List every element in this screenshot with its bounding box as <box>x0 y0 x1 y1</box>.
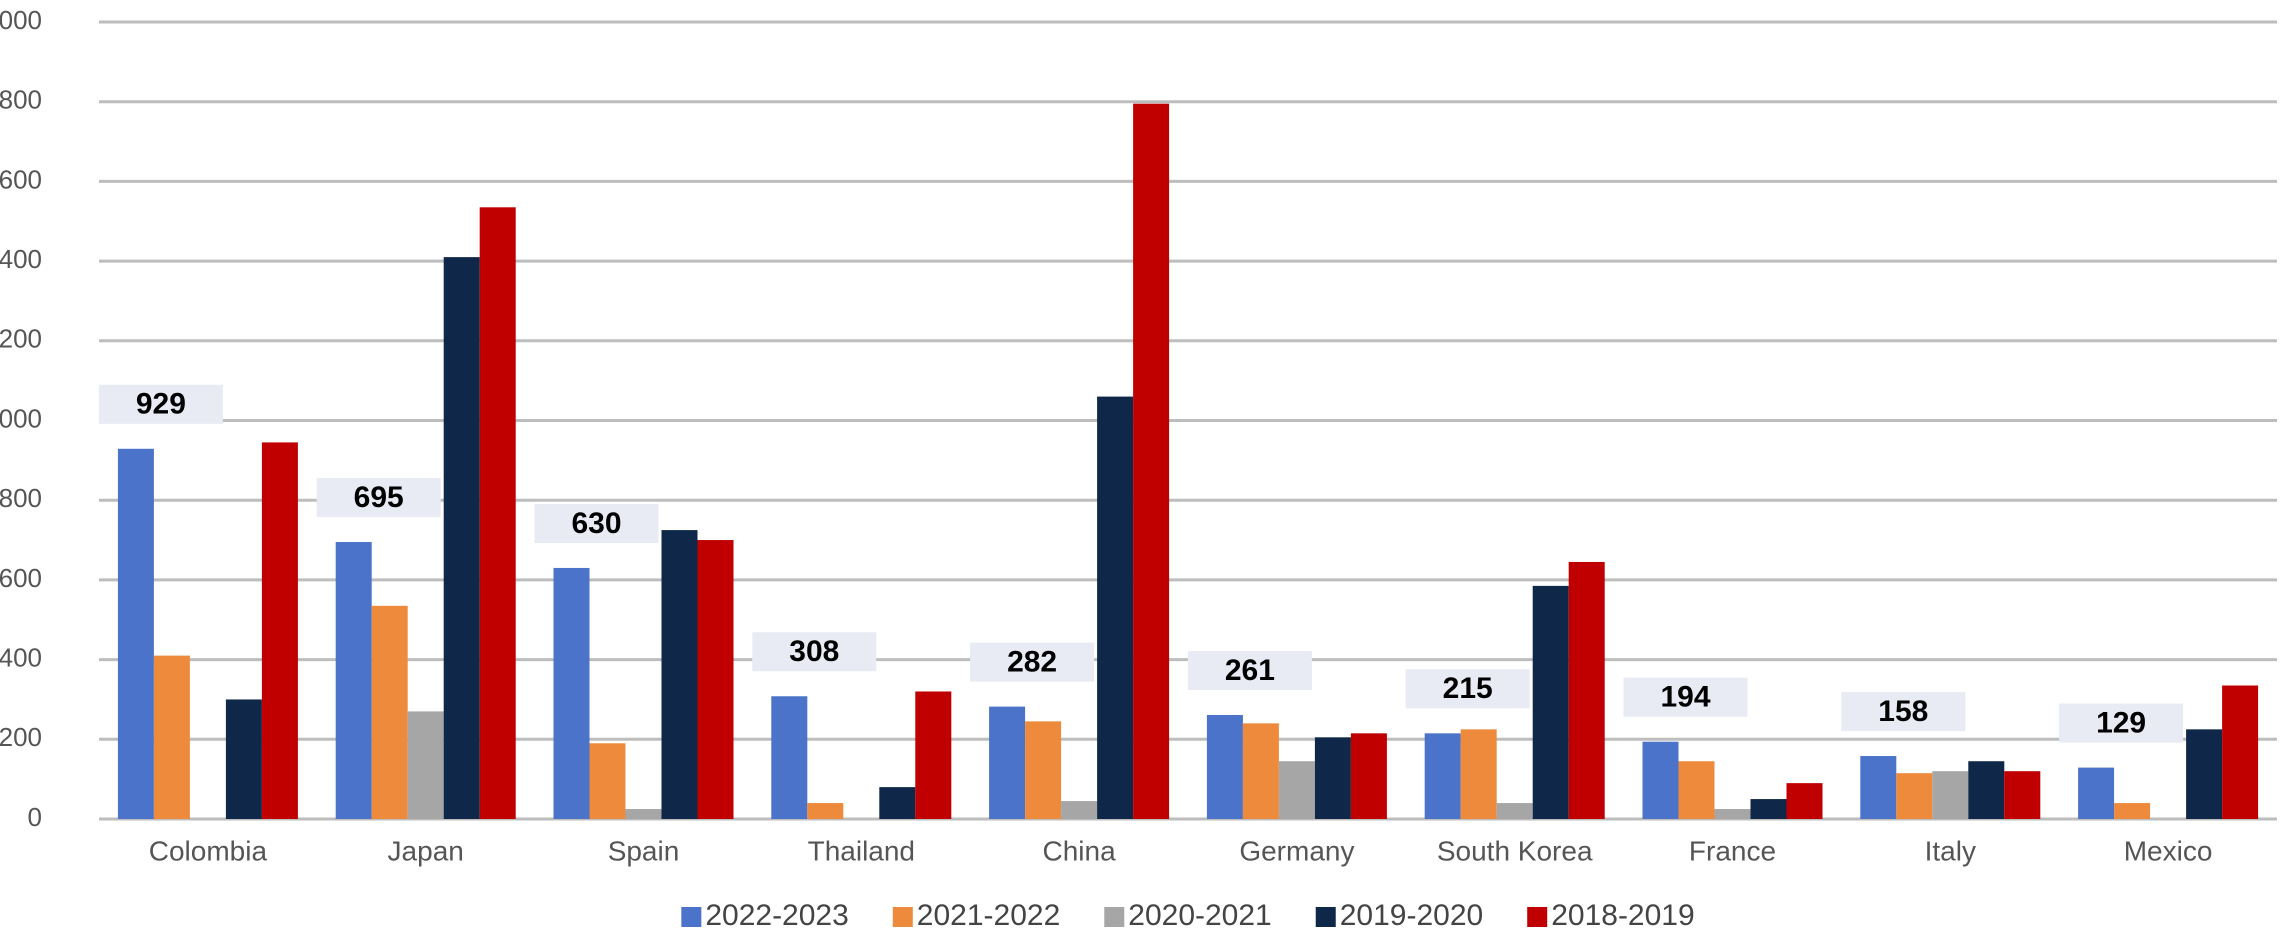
bar <box>1568 561 1605 819</box>
x-tick-label: South Korea <box>1437 835 1593 866</box>
value-label: 194 <box>1660 681 1710 714</box>
bar <box>1860 756 1897 819</box>
bar <box>625 809 662 819</box>
value-label: 695 <box>354 481 404 514</box>
x-tick-label: Colombia <box>149 835 268 866</box>
x-tick-label: Italy <box>1925 835 1976 866</box>
x-tick-label: France <box>1689 835 1776 866</box>
y-tick-label: 1600 <box>0 164 42 194</box>
bar <box>261 442 298 819</box>
legend-label: 2020-2021 <box>1128 899 1271 931</box>
bar <box>661 530 698 819</box>
bar <box>1460 729 1497 819</box>
value-label-box <box>534 503 659 543</box>
bar <box>1025 721 1062 819</box>
bar <box>879 787 916 819</box>
x-tick-label: Thailand <box>808 835 915 866</box>
bar <box>553 567 590 819</box>
bar <box>1278 761 1315 819</box>
legend-label: 2018-2019 <box>1551 899 1694 931</box>
bar <box>1424 733 1461 819</box>
bar <box>1750 799 1787 819</box>
bar <box>2186 729 2223 819</box>
value-label: 630 <box>571 507 621 540</box>
y-tick-label: 1800 <box>0 85 42 115</box>
y-tick-label: 0 <box>28 802 42 832</box>
y-tick-label: 400 <box>0 642 42 672</box>
legend-label: 2022-2023 <box>705 899 848 931</box>
bar <box>1678 761 1715 819</box>
bar <box>1350 733 1387 819</box>
bar <box>1968 761 2005 819</box>
bar <box>479 207 516 820</box>
y-tick-label: 2000 <box>0 5 42 35</box>
value-label-box <box>752 632 877 672</box>
bar <box>371 605 408 819</box>
bar <box>1932 771 1969 819</box>
bar <box>915 691 952 819</box>
bar <box>335 542 372 819</box>
value-label: 308 <box>789 635 839 668</box>
bar <box>225 699 262 819</box>
bar <box>989 706 1026 819</box>
x-tick-label: Japan <box>388 835 464 866</box>
y-tick-label: 1400 <box>0 244 42 274</box>
value-label-box <box>970 642 1095 682</box>
bar <box>153 655 190 819</box>
legend-label: 2021-2022 <box>917 899 1060 931</box>
legend-swatch <box>1315 907 1336 927</box>
bar <box>1314 737 1351 819</box>
bar <box>117 448 154 819</box>
bar <box>589 743 626 819</box>
value-label-box <box>316 478 441 518</box>
value-label: 261 <box>1225 654 1275 687</box>
value-label-box <box>1405 669 1530 709</box>
bar <box>2078 767 2115 819</box>
value-label-box <box>1841 692 1966 732</box>
y-tick-label: 800 <box>0 483 42 513</box>
bar <box>807 803 844 819</box>
bar <box>2004 771 2041 819</box>
y-tick-label: 600 <box>0 563 42 593</box>
bar <box>771 696 808 819</box>
value-label: 929 <box>136 388 186 421</box>
bar <box>697 540 734 819</box>
bar <box>1097 396 1134 819</box>
legend-swatch <box>1527 907 1548 927</box>
y-tick-label: 1000 <box>0 403 42 433</box>
bar <box>1061 801 1098 819</box>
value-label-box <box>1623 677 1748 717</box>
value-label-box <box>2059 703 2184 743</box>
value-label: 129 <box>2096 707 2146 740</box>
legend-swatch <box>681 907 702 927</box>
legend-swatch <box>1104 907 1125 927</box>
value-label: 282 <box>1007 646 1057 679</box>
bar <box>1896 773 1933 819</box>
bar <box>2114 803 2151 819</box>
x-tick-label: Germany <box>1239 835 1354 866</box>
bar <box>443 257 480 819</box>
value-label-box <box>98 384 223 424</box>
value-label-box <box>1187 650 1312 690</box>
bar <box>1786 783 1823 819</box>
bar <box>1642 741 1679 819</box>
x-tick-label: Mexico <box>2124 835 2213 866</box>
bar <box>1496 803 1533 819</box>
bar <box>407 711 444 819</box>
y-tick-label: 1200 <box>0 324 42 354</box>
bar <box>1206 714 1243 819</box>
y-tick-label: 200 <box>0 722 42 752</box>
value-label: 158 <box>1878 695 1928 728</box>
bar <box>1242 723 1279 819</box>
legend-swatch <box>892 907 913 927</box>
value-label: 215 <box>1443 672 1493 705</box>
bar <box>1133 103 1170 819</box>
bar <box>1714 809 1751 819</box>
bar <box>2222 685 2259 819</box>
x-tick-label: Spain <box>608 835 680 866</box>
x-tick-label: China <box>1043 835 1117 866</box>
legend-label: 2019-2020 <box>1340 899 1483 931</box>
bar <box>1532 585 1569 819</box>
